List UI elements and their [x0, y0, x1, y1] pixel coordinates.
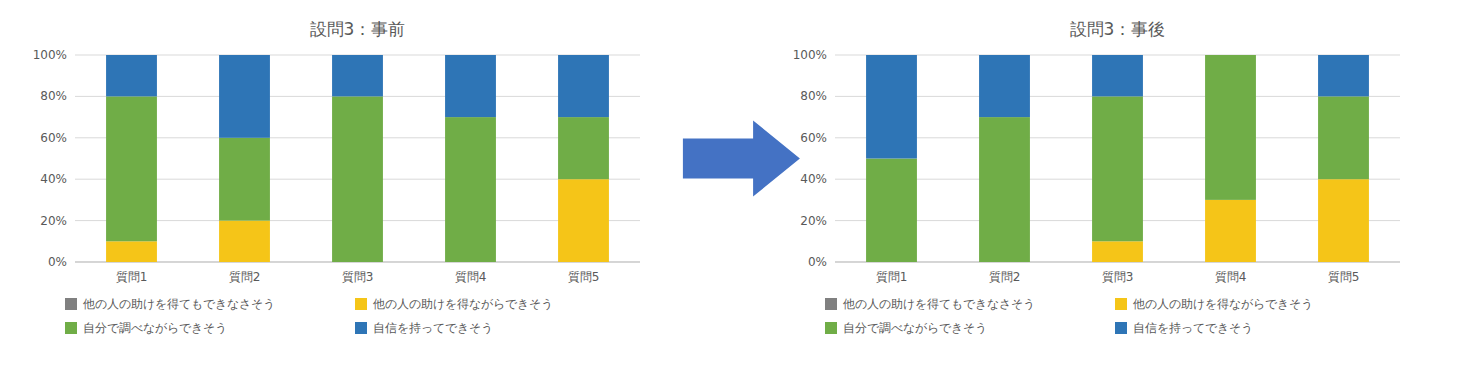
legend-label: 他の人の助けを得ながらできそう: [373, 297, 553, 311]
legend-label: 自分で調べながらできそう: [83, 321, 227, 335]
legend-swatch: [1115, 298, 1127, 310]
chart: 設問3：事前 0% 20% 40% 60% 80% 100% 質問1 質問2 質問3 質問4 質問5 他…: [33, 19, 640, 335]
legend-swatch: [355, 298, 367, 310]
x-tick-label: 質問5: [568, 270, 600, 284]
bar-segment: [219, 221, 270, 262]
legend-swatch: [1115, 322, 1127, 334]
y-tick-label: 40%: [800, 172, 827, 186]
x-tick-label: 質問5: [1328, 270, 1360, 284]
y-tick-label: 20%: [40, 214, 67, 228]
x-tick-label: 質問3: [342, 270, 374, 284]
legend-swatch: [65, 298, 77, 310]
bar-segment: [332, 55, 383, 96]
bar-segment: [332, 96, 383, 262]
y-tick-label: 60%: [800, 131, 827, 145]
bar-segment: [106, 241, 157, 262]
x-tick-label: 質問4: [455, 270, 487, 284]
legend-label: 自信を持ってできそう: [373, 321, 493, 335]
bar-segment: [445, 55, 496, 117]
bar-segment: [866, 159, 917, 263]
x-tick-label: 質問3: [1102, 270, 1134, 284]
bar-segment: [1205, 55, 1256, 200]
bar-segment: [219, 138, 270, 221]
bar-segment: [1318, 96, 1369, 179]
x-tick-label: 質問2: [989, 270, 1021, 284]
legend-label: 自信を持ってできそう: [1133, 321, 1253, 335]
bars: [106, 55, 609, 262]
y-tick-label: 0%: [48, 255, 67, 269]
bar-segment: [866, 55, 917, 159]
bar-segment: [1205, 200, 1256, 262]
bar-segment: [979, 117, 1030, 262]
bar-segment: [1318, 55, 1369, 96]
chart: 設問3：事後 0% 20% 40% 60% 80% 100% 質問1 質問2 質問3 質問4 質問5 他…: [793, 19, 1400, 335]
legend: 他の人の助けを得てもできなさそう 他の人の助けを得ながらできそう自分で調べながらで…: [825, 297, 1313, 335]
legend-label: 自分で調べながらできそう: [843, 321, 987, 335]
bar-segment: [558, 179, 609, 262]
figure: 設問3：事前 0% 20% 40% 60% 80% 100% 質問1 質問2 質問3 質問4 質問5 他…: [0, 0, 1468, 385]
bar-segment: [445, 117, 496, 262]
legend-swatch: [355, 322, 367, 334]
y-tick-label: 40%: [40, 172, 67, 186]
bar-segment: [106, 96, 157, 241]
bar-segment: [219, 55, 270, 138]
chart-title: 設問3：事前: [310, 19, 406, 39]
x-tick-label: 質問1: [876, 270, 908, 284]
y-tick-label: 100%: [793, 48, 827, 62]
y-tick-label: 60%: [40, 131, 67, 145]
x-tick-label: 質問4: [1215, 270, 1247, 284]
x-tick-label: 質問2: [229, 270, 261, 284]
bar-segment: [979, 55, 1030, 117]
legend: 他の人の助けを得てもできなさそう 他の人の助けを得ながらできそう自分で調べながらで…: [65, 297, 553, 335]
bars: [866, 55, 1369, 262]
bar-segment: [558, 117, 609, 179]
legend-label: 他の人の助けを得てもできなさそう: [83, 297, 275, 311]
legend-swatch: [65, 322, 77, 334]
x-tick-label: 質問1: [116, 270, 148, 284]
arrow: [683, 121, 800, 197]
bar-segment: [1318, 179, 1369, 262]
y-tick-label: 20%: [800, 214, 827, 228]
legend-swatch: [825, 322, 837, 334]
legend-label: 他の人の助けを得ながらできそう: [1133, 297, 1313, 311]
y-tick-label: 80%: [40, 89, 67, 103]
y-tick-label: 0%: [808, 255, 827, 269]
y-tick-label: 100%: [33, 48, 67, 62]
bar-segment: [1092, 241, 1143, 262]
bar-segment: [1205, 55, 1256, 56]
y-tick-label: 80%: [800, 89, 827, 103]
legend-label: 他の人の助けを得てもできなさそう: [843, 297, 1035, 311]
bar-segment: [1092, 96, 1143, 241]
bar-segment: [1092, 55, 1143, 96]
bar-segment: [558, 55, 609, 117]
chart-title: 設問3：事後: [1070, 19, 1166, 39]
bar-segment: [106, 55, 157, 96]
legend-swatch: [825, 298, 837, 310]
